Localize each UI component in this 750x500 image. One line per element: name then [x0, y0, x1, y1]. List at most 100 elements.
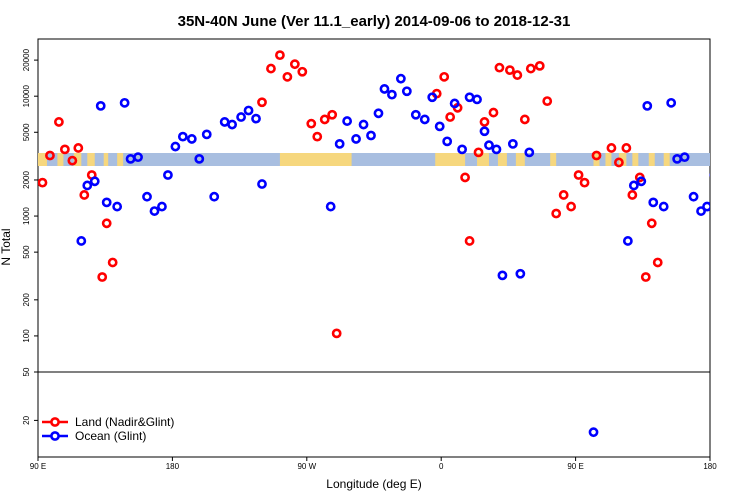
ocean-point [358, 119, 369, 130]
land-point [45, 150, 55, 161]
ocean-point [464, 92, 475, 103]
ocean-point [170, 141, 181, 152]
ocean-point [209, 191, 220, 202]
land-point [621, 143, 632, 153]
land-point [319, 114, 330, 125]
land-point [479, 117, 490, 127]
x-tick-label: 180 [166, 462, 180, 471]
ocean-point [325, 201, 336, 212]
land-point [67, 155, 78, 166]
ocean-point [622, 236, 633, 246]
ocean-point [395, 73, 406, 84]
map-land-patch [663, 153, 670, 166]
land-point [591, 150, 602, 161]
ocean-point [76, 236, 87, 246]
land-point [640, 272, 651, 282]
land-point [312, 131, 323, 142]
map-land-patch [103, 153, 109, 166]
ocean-point [194, 153, 205, 164]
land-point [79, 190, 90, 200]
ocean-point [497, 270, 508, 281]
ocean-point [427, 92, 438, 103]
ocean-point [588, 427, 599, 438]
ocean-point [696, 206, 706, 216]
map-land-patch [38, 153, 47, 166]
ocean-point [642, 100, 653, 111]
legend: Land (Nadir&Glint)Ocean (Glint) [42, 415, 174, 443]
map-ocean-band [38, 153, 710, 166]
land-point [473, 147, 484, 158]
ocean-point [628, 180, 639, 191]
x-tick-label: 90 E [567, 462, 583, 471]
land-point [445, 112, 456, 122]
ocean-point [243, 105, 254, 116]
ocean-point [702, 201, 710, 212]
land-point [551, 208, 562, 219]
y-tick-label: 10000 [22, 85, 31, 108]
ocean-point [366, 130, 376, 141]
land-point [519, 114, 530, 125]
land-point [558, 190, 569, 200]
map-land-patch [550, 153, 557, 166]
land-point [275, 50, 285, 61]
land-point [566, 201, 577, 212]
land-point [107, 257, 118, 268]
ocean-point [257, 179, 267, 189]
ocean-point [133, 152, 143, 163]
y-tick-label: 20 [22, 415, 31, 424]
map-land-patch [515, 153, 525, 166]
ocean-point [419, 114, 430, 125]
land-point [464, 236, 475, 246]
y-tick-label: 50 [22, 367, 31, 376]
land-point [73, 143, 84, 153]
land-point [525, 63, 536, 74]
land-point [327, 109, 338, 120]
ocean-point [177, 131, 188, 142]
land-point [646, 218, 657, 229]
land-point [488, 107, 499, 118]
map-land-patch [477, 153, 489, 166]
x-axis: 90 E 180 90 W 0 90 E 180 [30, 457, 717, 471]
land-point [534, 60, 545, 71]
ocean-point [387, 89, 397, 100]
y-tick-label: 100 [22, 329, 31, 343]
x-tick-label: 180 [703, 462, 717, 471]
land-point [606, 143, 617, 153]
ocean-point [648, 197, 659, 208]
ocean-point [236, 112, 246, 122]
ocean-point [491, 144, 502, 155]
map-land-patch [435, 153, 466, 166]
land-point [297, 66, 308, 77]
ocean-point [227, 119, 238, 130]
land-point [542, 96, 553, 106]
ocean-point [157, 201, 167, 212]
land-point [614, 157, 624, 168]
legend-marker [50, 431, 60, 441]
x-tick-label: 0 [439, 462, 444, 471]
x-axis-label: Longitude (deg E) [326, 477, 421, 491]
ocean-point [709, 173, 710, 177]
land-point [54, 117, 64, 127]
ocean-point [373, 108, 384, 119]
ocean-point [219, 117, 230, 127]
ocean-point [95, 100, 106, 111]
ocean-point [89, 176, 100, 187]
ocean-point [186, 134, 197, 144]
land-point [512, 70, 523, 80]
ocean-point [688, 191, 699, 202]
land-point [282, 71, 293, 82]
land-point [504, 65, 515, 76]
legend-marker [50, 417, 60, 427]
y-axis: 20 50 100 200 500 1000 2000 5000 10000 20000 [22, 48, 38, 425]
ocean-point [351, 134, 361, 144]
y-tick-label: 1000 [22, 207, 31, 225]
chart-title: 35N-40N June (Ver 11.1_early) 2014-09-06… [178, 13, 571, 30]
ocean-point [410, 109, 421, 120]
ocean-point [334, 138, 345, 149]
ocean-point [449, 98, 460, 109]
land-point [494, 62, 505, 73]
ocean-point [379, 84, 390, 94]
legend-label: Ocean (Glint) [75, 429, 146, 443]
data-points [38, 50, 710, 438]
land-point [627, 190, 638, 200]
